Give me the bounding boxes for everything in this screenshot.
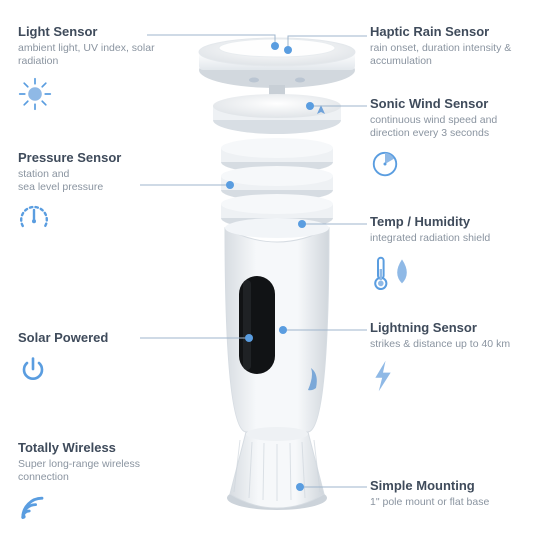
sun-icon [18,77,168,111]
power-icon [18,354,168,384]
callout-totally-wireless: Totally Wireless Super long-range wireles… [18,440,168,521]
gauge-icon [18,203,168,233]
callout-desc: strikes & distance up to 40 km [370,338,528,352]
bolt-icon [370,359,528,393]
callout-desc: station andsea level pressure [18,168,168,195]
callout-title: Temp / Humidity [370,214,525,230]
callout-solar-powered: Solar Powered [18,330,168,384]
radiation-shield [221,138,333,229]
wifi-icon [18,493,168,521]
callout-desc: ambient light, UV index, solar radiation [18,42,168,69]
callout-lightning: Lightning Sensor strikes & distance up to… [370,320,528,393]
infographic-canvas: Light Sensor ambient light, UV index, sol… [0,0,540,540]
callout-desc: integrated radiation shield [370,232,525,246]
callout-desc: Super long-range wireless connection [18,458,168,485]
callout-desc: continuous wind speed and direction ever… [370,114,528,141]
callout-title: Solar Powered [18,330,168,346]
callout-desc: 1" pole mount or flat base [370,496,525,510]
callout-title: Haptic Rain Sensor [370,24,525,40]
callout-sonic-wind: Sonic Wind Sensor continuous wind speed a… [370,96,528,179]
callout-title: Pressure Sensor [18,150,168,166]
callout-title: Simple Mounting [370,478,525,494]
callout-haptic-rain: Haptic Rain Sensor rain onset, duration i… [370,24,525,69]
callout-title: Lightning Sensor [370,320,528,336]
callout-light-sensor: Light Sensor ambient light, UV index, sol… [18,24,168,111]
callout-title: Sonic Wind Sensor [370,96,528,112]
callout-title: Light Sensor [18,24,168,40]
callout-pressure-sensor: Pressure Sensor station andsea level pres… [18,150,168,233]
callout-simple-mounting: Simple Mounting 1" pole mount or flat bas… [370,478,525,509]
callout-desc: rain onset, duration intensity & accumul… [370,42,525,69]
clock-icon [370,149,528,179]
thermo-drop-icon [370,253,525,293]
callout-temp-humidity: Temp / Humidity integrated radiation shie… [370,214,525,293]
callout-title: Totally Wireless [18,440,168,456]
